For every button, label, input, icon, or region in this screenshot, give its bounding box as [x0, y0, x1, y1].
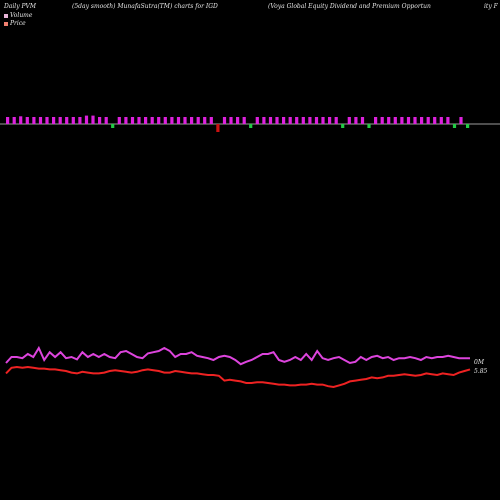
volume-bar — [321, 117, 325, 124]
volume-bar — [65, 117, 69, 124]
volume-bar — [255, 117, 259, 124]
price-line-label: 5.85 — [474, 368, 488, 375]
volume-bar — [170, 117, 174, 124]
volume-bar — [229, 117, 233, 124]
chart-header-title: (5day smooth) MunafaSutra(TM) charts for… — [72, 3, 218, 10]
volume-bar — [176, 117, 181, 124]
volume-bar — [111, 124, 115, 128]
volume-bar — [91, 115, 95, 124]
legend-price-swatch — [4, 21, 8, 26]
volume-bar — [295, 117, 299, 124]
volume-bar — [58, 117, 62, 124]
volume-bar — [249, 124, 253, 128]
volume-bar — [84, 115, 89, 124]
volume-bar — [268, 117, 273, 124]
volume-bar — [426, 117, 430, 124]
volume-bar — [236, 117, 240, 124]
volume-bar — [130, 117, 135, 124]
volume-bar — [275, 117, 279, 124]
volume-bar — [282, 117, 286, 124]
volume-bar — [222, 117, 227, 124]
volume-bar — [393, 117, 397, 124]
volume-bar — [354, 117, 358, 124]
chart-header-company: (Voya Global Equity Dividend and Premium… — [268, 3, 431, 10]
volume-bar — [124, 117, 128, 124]
volume-bar — [466, 124, 470, 128]
volume-bar — [314, 117, 319, 124]
volume-bar — [452, 124, 457, 128]
volume-bar — [328, 117, 332, 124]
volume-bar — [262, 117, 266, 124]
volume-bar — [216, 124, 220, 132]
volume-bar — [288, 117, 292, 124]
volume-bar — [150, 117, 154, 124]
volume-bar — [78, 117, 82, 124]
volume-bar — [433, 117, 437, 124]
volume-bar — [334, 117, 338, 124]
volume-bar — [413, 117, 417, 124]
volume-bar — [360, 117, 365, 124]
legend-price: Price — [4, 20, 26, 27]
volume-bar — [117, 117, 121, 124]
volume-bar — [347, 117, 351, 124]
volume-bar — [203, 117, 207, 124]
volume-bar — [406, 117, 411, 124]
volume-bar — [196, 117, 200, 124]
volume-bar — [439, 117, 443, 124]
chart-header-left: Daily PVM — [4, 3, 37, 10]
volume-bar — [374, 117, 378, 124]
volume-bar — [45, 117, 49, 124]
legend-volume-swatch — [4, 13, 8, 18]
volume-bar — [446, 117, 450, 124]
volume-bar — [19, 116, 23, 124]
volume-bar — [420, 117, 424, 124]
chart-header-company-tail: ity F — [484, 3, 498, 10]
volume-bar — [98, 117, 102, 124]
volume-bar — [6, 117, 10, 124]
volume-line — [5, 345, 470, 366]
volume-bar — [387, 117, 391, 124]
volume-bar — [459, 117, 463, 124]
volume-bar — [157, 117, 161, 124]
volume-bar — [38, 117, 43, 124]
legend-volume-label: Volume — [10, 12, 33, 19]
volume-bar — [137, 117, 141, 124]
legend-price-label: Price — [10, 20, 26, 27]
volume-bar — [183, 117, 187, 124]
legend-volume: Volume — [4, 12, 32, 19]
volume-bars — [6, 115, 470, 132]
volume-bar — [190, 117, 194, 124]
volume-bar — [380, 117, 384, 124]
volume-bar — [341, 124, 345, 128]
volume-bar — [71, 117, 75, 124]
volume-bar — [400, 117, 404, 124]
volume-bar — [25, 117, 29, 124]
price-line — [5, 365, 471, 389]
volume-bar — [209, 117, 213, 124]
volume-bar — [242, 117, 246, 124]
volume-bar — [163, 117, 167, 124]
volume-bar — [12, 117, 16, 124]
volume-line-label: 0M — [474, 359, 485, 366]
volume-bar — [144, 117, 148, 124]
volume-bar — [104, 117, 108, 124]
volume-bar — [32, 117, 36, 124]
volume-bar — [301, 117, 305, 124]
volume-bar — [52, 117, 56, 124]
volume-bar — [367, 124, 371, 128]
volume-bar — [308, 117, 312, 124]
